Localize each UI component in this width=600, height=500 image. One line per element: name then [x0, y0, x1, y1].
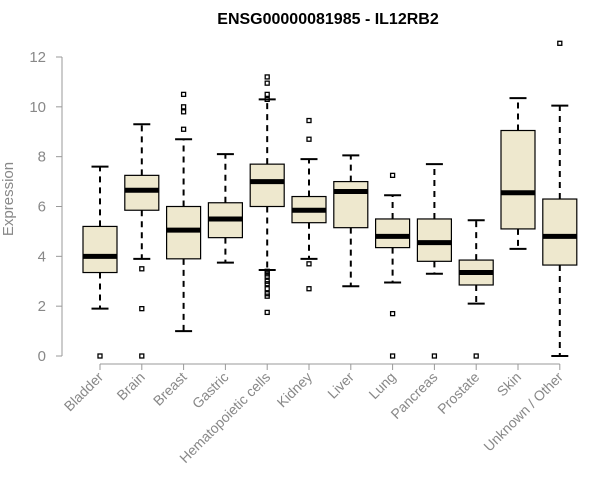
- x-tick-label: Prostate: [434, 369, 482, 417]
- x-tick-label: Liver: [324, 369, 357, 402]
- outlier-point: [306, 117, 312, 124]
- y-tick-label: 10: [29, 99, 46, 116]
- box-group: [291, 117, 327, 292]
- box: [333, 180, 369, 229]
- outlier-point: [306, 261, 312, 267]
- outlier-point: [264, 74, 270, 80]
- outlier-point: [306, 136, 312, 142]
- box-group: [124, 123, 160, 359]
- box: [249, 163, 285, 208]
- y-tick-label: 4: [38, 248, 46, 265]
- x-tick-label: Kidney: [274, 369, 316, 411]
- x-tick-label: Unknown / Other: [480, 369, 566, 455]
- box-group: [458, 219, 494, 359]
- outlier-point: [389, 172, 396, 179]
- box: [500, 129, 536, 230]
- outlier-point: [97, 353, 103, 359]
- y-axis-label: Expression: [0, 162, 17, 236]
- outlier-point: [389, 353, 396, 359]
- x-tick-label: Breast: [150, 369, 190, 409]
- box-group: [207, 153, 243, 264]
- outlier-point: [473, 353, 479, 359]
- outlier-point: [180, 91, 187, 98]
- y-tick-label: 6: [38, 199, 46, 216]
- box-group: [500, 97, 536, 250]
- outlier-point: [306, 286, 312, 292]
- box-group: [333, 154, 369, 288]
- outlier-point: [431, 353, 438, 359]
- x-tick-label: Brain: [113, 369, 147, 403]
- outlier-point: [139, 306, 145, 312]
- outlier-point: [389, 310, 396, 317]
- box-group: [249, 74, 285, 316]
- outlier-point: [557, 40, 563, 46]
- x-tick-label: Skin: [494, 369, 525, 400]
- box: [542, 198, 578, 266]
- y-axis: 0 2 4 6 8 10 12: [29, 49, 63, 365]
- x-tick-label: Bladder: [61, 369, 107, 415]
- box-group: [416, 163, 452, 359]
- outlier-point: [264, 281, 270, 287]
- y-tick-label: 8: [38, 149, 46, 166]
- box-group: [375, 172, 411, 359]
- y-tick-label: 12: [29, 49, 46, 66]
- outlier-point: [264, 309, 270, 316]
- outlier-point: [264, 293, 270, 299]
- outlier-point: [139, 266, 145, 272]
- outlier-point: [139, 353, 145, 359]
- outlier-point: [180, 109, 187, 115]
- outlier-point: [180, 104, 187, 110]
- outlier-point: [264, 96, 270, 103]
- box-series: [82, 40, 578, 359]
- box-group: [82, 165, 118, 359]
- outlier-point: [264, 286, 270, 292]
- chart-title: ENSG00000081985 - IL12RB2: [217, 11, 439, 28]
- y-tick-label: 2: [38, 298, 46, 315]
- box: [375, 218, 411, 249]
- x-tick-label: Lung: [365, 369, 398, 402]
- box-group: [542, 40, 578, 357]
- outlier-point: [264, 91, 270, 98]
- box: [82, 225, 118, 274]
- y-tick-label: 0: [38, 348, 46, 365]
- outlier-point: [264, 80, 270, 86]
- outlier-point: [264, 273, 270, 279]
- outlier-point: [180, 126, 187, 132]
- box-group: [166, 91, 202, 333]
